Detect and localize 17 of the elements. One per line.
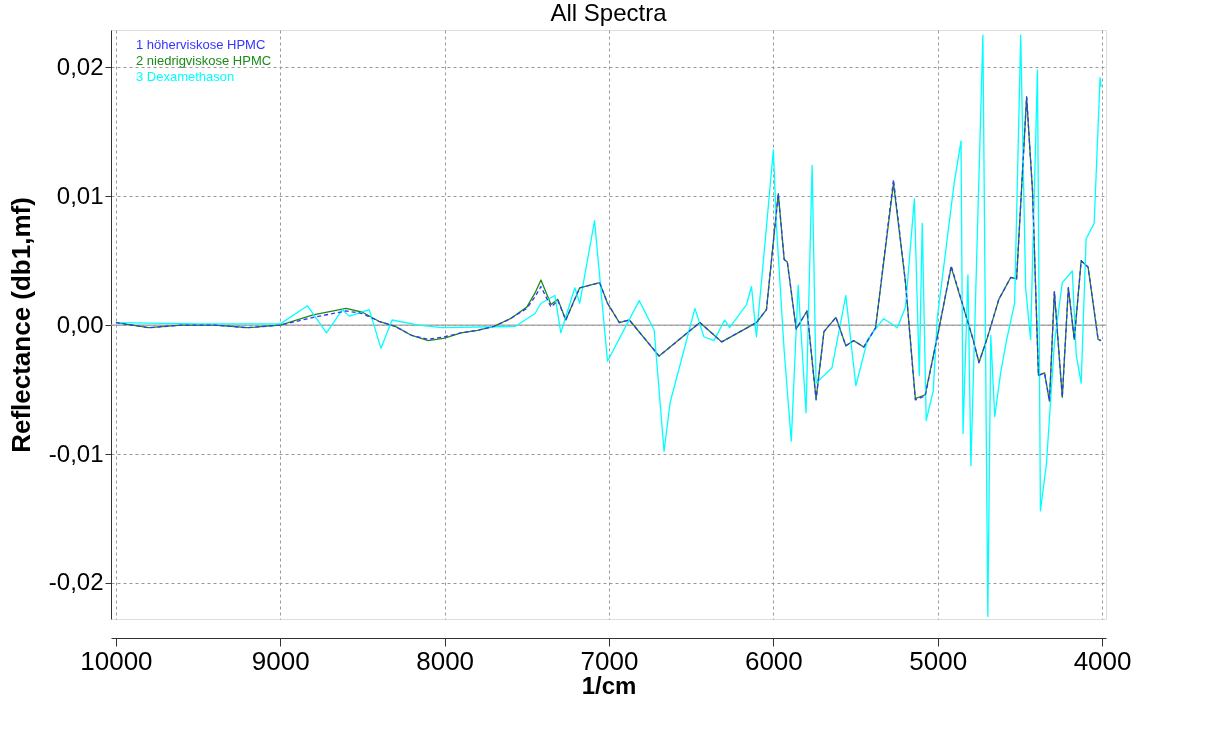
y-axis-title: Reflectance (db1,mf) <box>5 197 36 453</box>
chart-title: All Spectra <box>550 0 668 26</box>
line-series <box>115 96 1102 402</box>
y-tick-label: 0,02 <box>56 52 104 80</box>
text: 3 Dexamethason <box>136 69 235 84</box>
y-tick-label: 0,01 <box>56 181 104 209</box>
x-tick-label: 6000 <box>744 645 803 676</box>
x-tick-label: 10000 <box>80 645 153 676</box>
text: 1 höherviskose HPMC <box>136 37 266 52</box>
y-tick-label: -0,02 <box>48 568 104 596</box>
y-tick-label: -0,01 <box>48 439 104 467</box>
x-tick-label: 9000 <box>251 645 310 676</box>
text: 2 niedrigviskose HPMC <box>136 53 272 68</box>
x-tick-label: 5000 <box>909 645 968 676</box>
x-tick-label: 4000 <box>1073 645 1132 676</box>
x-tick-label: 8000 <box>416 645 475 676</box>
y-tick-label: 0,00 <box>56 310 104 338</box>
